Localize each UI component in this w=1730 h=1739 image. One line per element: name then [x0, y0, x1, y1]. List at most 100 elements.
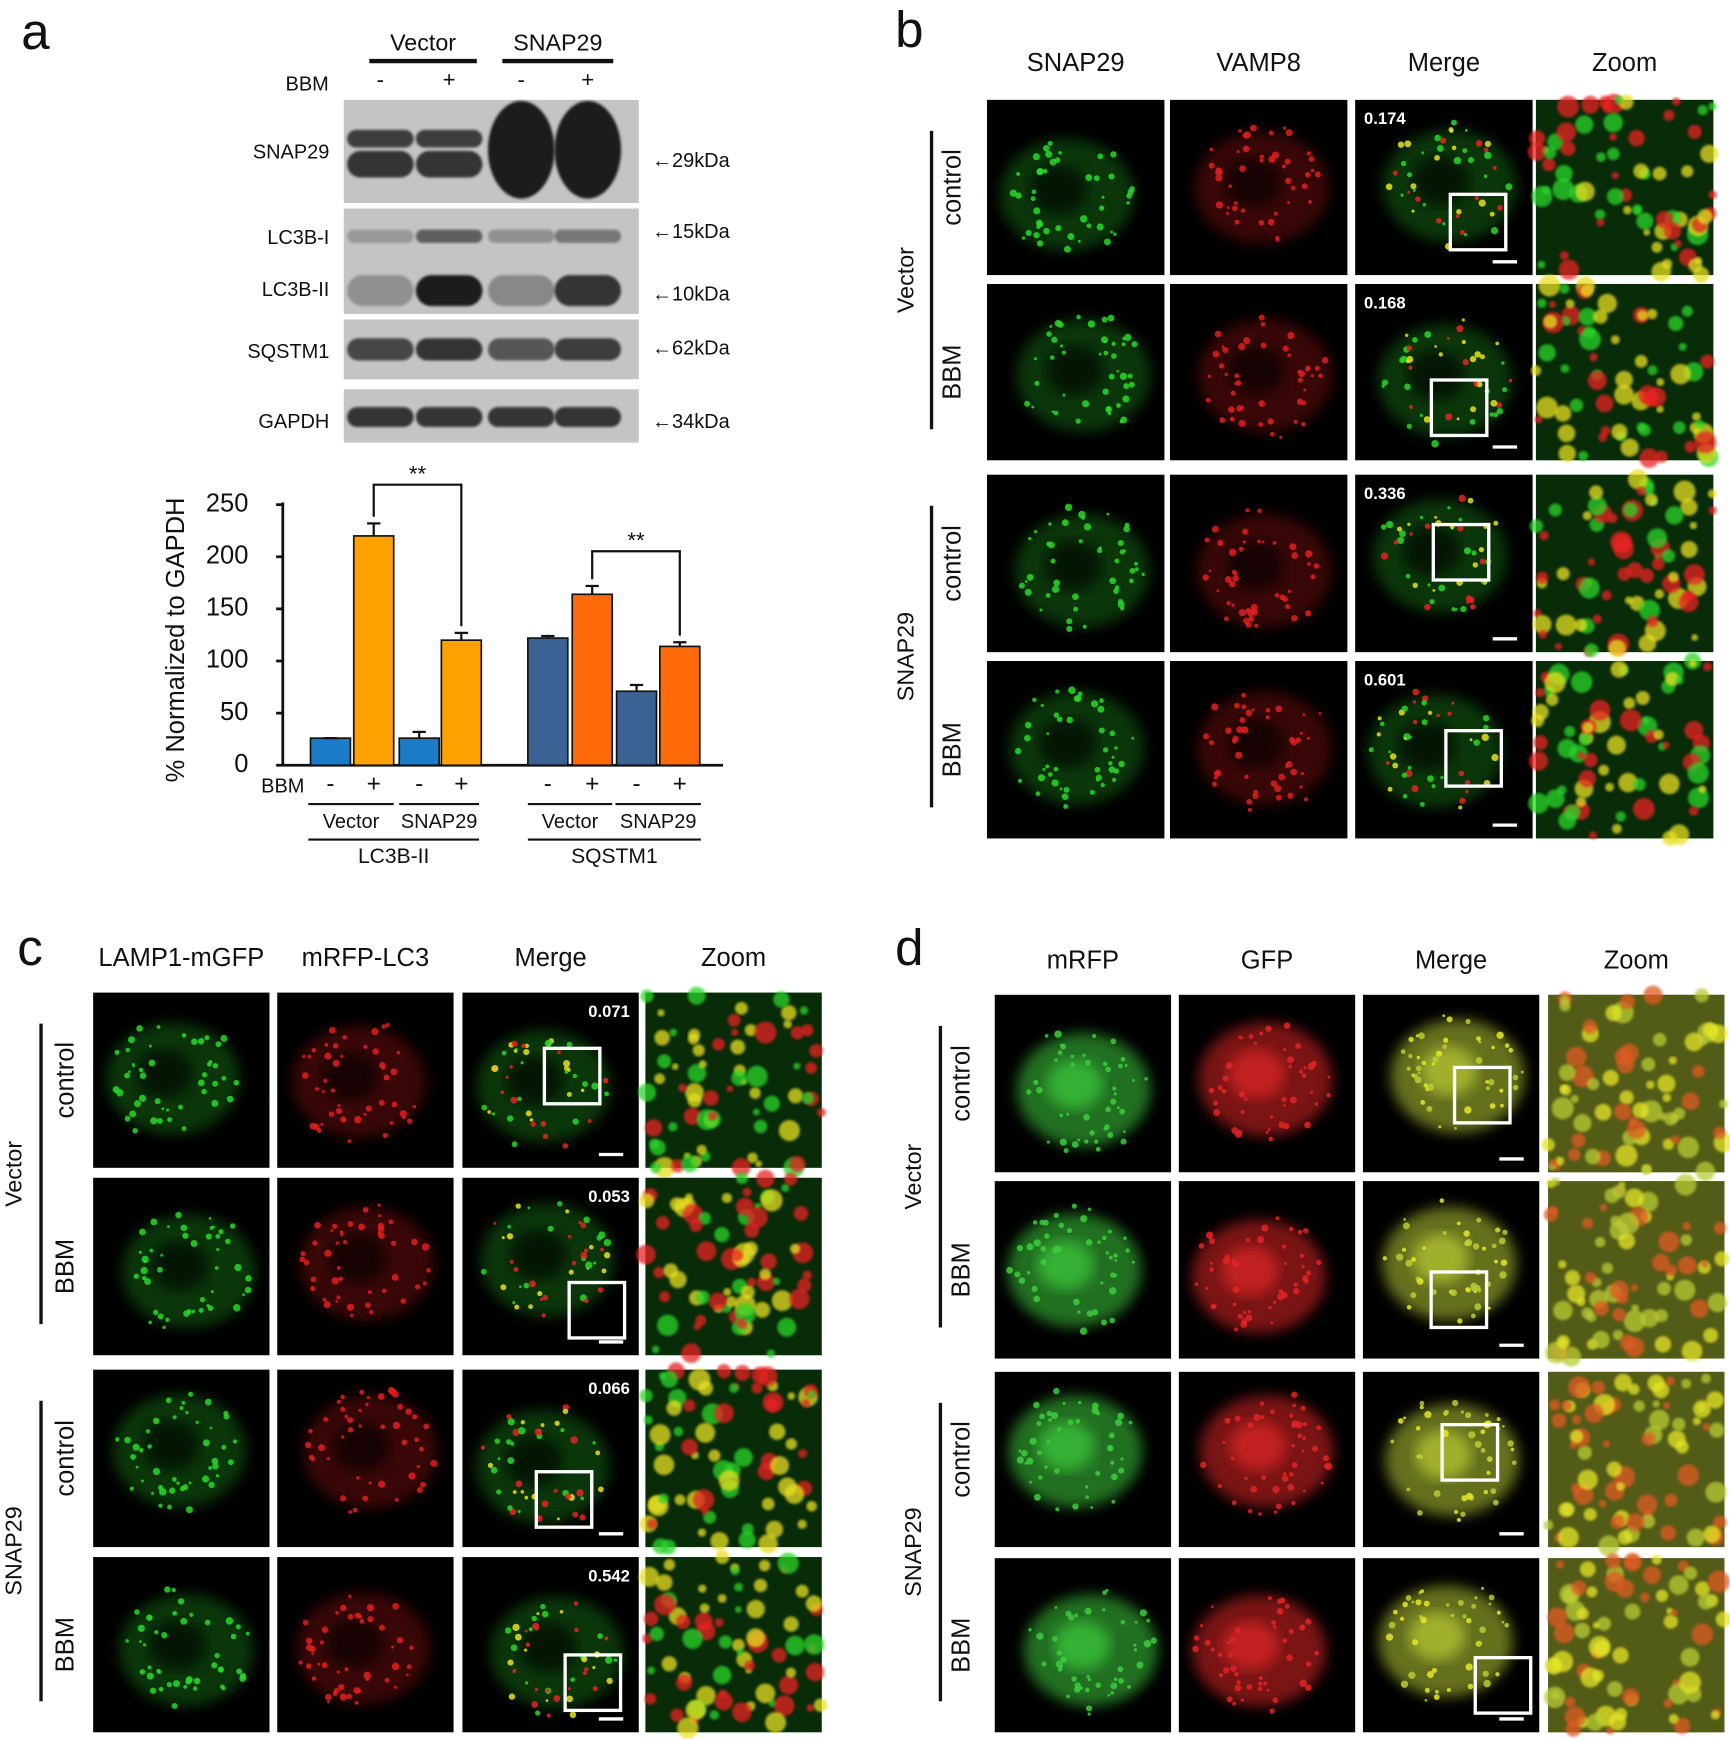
- puncta: [1376, 732, 1381, 737]
- puncta: [1608, 639, 1626, 658]
- puncta: [732, 1638, 745, 1652]
- puncta: [661, 1656, 677, 1672]
- puncta: [1071, 1141, 1079, 1148]
- puncta: [1442, 1014, 1446, 1018]
- blot-band: [415, 275, 483, 307]
- puncta: [1257, 539, 1261, 544]
- puncta: [204, 1398, 212, 1406]
- puncta: [1248, 1034, 1254, 1039]
- puncta: [1043, 227, 1050, 235]
- puncta: [1242, 1310, 1247, 1315]
- puncta: [1596, 218, 1605, 227]
- puncta: [1289, 1472, 1294, 1477]
- puncta: [557, 1201, 563, 1207]
- puncta: [145, 1429, 150, 1434]
- puncta: [1217, 539, 1224, 547]
- puncta: [1045, 593, 1051, 598]
- puncta: [1234, 1415, 1241, 1422]
- puncta: [1231, 569, 1237, 575]
- puncta: [746, 1065, 768, 1088]
- puncta: [420, 1481, 426, 1488]
- puncta: [1565, 299, 1575, 309]
- puncta: [358, 1223, 365, 1231]
- puncta: [547, 1225, 554, 1232]
- puncta: [510, 1096, 518, 1104]
- group-label: SNAP29: [513, 30, 602, 56]
- puncta: [758, 1559, 771, 1572]
- puncta: [1272, 1300, 1277, 1304]
- puncta: [1543, 1519, 1554, 1531]
- puncta: [165, 1317, 170, 1323]
- puncta: [1476, 1640, 1483, 1647]
- puncta: [1118, 1467, 1125, 1474]
- puncta: [685, 1699, 706, 1721]
- puncta: [1407, 190, 1411, 194]
- nucleus: [1039, 718, 1097, 768]
- puncta: [1584, 1403, 1604, 1423]
- puncta: [1084, 1607, 1092, 1615]
- puncta: [372, 1048, 379, 1055]
- puncta: [139, 1669, 146, 1675]
- puncta: [1205, 397, 1211, 403]
- puncta: [1592, 1621, 1600, 1629]
- puncta: [785, 1438, 798, 1450]
- puncta: [1116, 1106, 1120, 1110]
- puncta: [215, 1474, 220, 1478]
- puncta: [1632, 1102, 1649, 1119]
- error-bar: [454, 631, 468, 641]
- puncta: [1208, 1087, 1215, 1094]
- puncta: [1110, 1098, 1117, 1105]
- puncta: [1314, 171, 1321, 178]
- micrograph: [1362, 1371, 1540, 1548]
- puncta: [211, 1457, 219, 1465]
- puncta: [534, 1687, 539, 1692]
- puncta: [1282, 345, 1289, 352]
- puncta: [1050, 1411, 1059, 1420]
- puncta: [1467, 1683, 1474, 1690]
- puncta: [1641, 1514, 1656, 1529]
- puncta: [1531, 714, 1545, 728]
- puncta: [133, 1273, 139, 1279]
- puncta: [658, 1493, 669, 1504]
- blot-band: [347, 407, 414, 428]
- puncta: [1224, 372, 1228, 377]
- puncta: [1301, 1264, 1305, 1269]
- puncta: [1558, 259, 1580, 280]
- puncta: [1103, 350, 1109, 356]
- puncta: [336, 1670, 340, 1674]
- puncta: [507, 1505, 513, 1511]
- puncta: [540, 1120, 547, 1127]
- puncta: [1610, 1514, 1625, 1530]
- puncta: [1247, 1508, 1253, 1514]
- puncta: [1234, 1627, 1241, 1634]
- puncta: [803, 1634, 825, 1655]
- puncta: [506, 1439, 512, 1445]
- puncta: [1668, 1575, 1689, 1595]
- puncta: [675, 1674, 693, 1691]
- puncta: [730, 1039, 746, 1055]
- puncta: [1543, 146, 1557, 160]
- puncta: [1085, 1059, 1091, 1066]
- puncta: [1594, 1103, 1612, 1121]
- significance-bracket: [591, 550, 681, 636]
- puncta: [1258, 1681, 1263, 1686]
- puncta: [1652, 1381, 1670, 1399]
- puncta: [138, 1067, 144, 1073]
- blot-band: [487, 338, 555, 361]
- puncta: [1305, 1661, 1312, 1667]
- zoom-box: [534, 1470, 594, 1529]
- puncta: [1024, 734, 1031, 742]
- puncta: [1024, 400, 1030, 407]
- puncta: [1254, 623, 1259, 628]
- puncta: [1695, 1161, 1715, 1181]
- puncta: [1579, 1561, 1596, 1578]
- puncta: [1236, 150, 1240, 154]
- puncta: [1593, 309, 1608, 324]
- puncta: [644, 1692, 657, 1705]
- puncta: [1103, 340, 1107, 344]
- puncta: [670, 1159, 685, 1173]
- puncta: [1462, 1614, 1467, 1619]
- puncta: [1559, 251, 1569, 261]
- nucleus: [1228, 1049, 1285, 1099]
- puncta: [1278, 1289, 1284, 1295]
